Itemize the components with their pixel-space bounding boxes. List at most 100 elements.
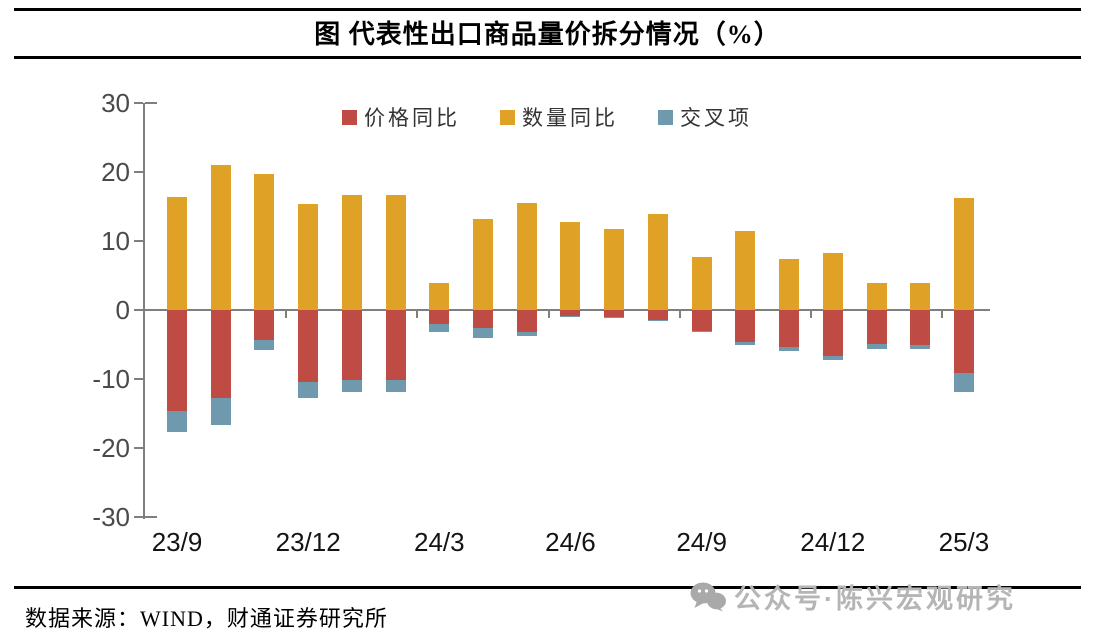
bar-segment-price <box>341 310 362 381</box>
x-tick-label: 24/12 <box>800 527 866 557</box>
bar-segment-cross <box>822 355 843 361</box>
x-tick-label: 25/3 <box>938 527 990 557</box>
bar-segment-price <box>167 310 187 411</box>
y-tick-label: 10 <box>101 226 130 256</box>
x-tick <box>547 310 550 318</box>
bar-segment-cross <box>210 398 231 425</box>
bar-segment-quantity <box>691 256 712 310</box>
bar-segment-quantity <box>735 230 756 310</box>
bar-segment-price <box>298 310 319 382</box>
bar-segment-quantity <box>473 218 494 310</box>
bar-segment-cross <box>560 316 581 317</box>
y-tick <box>134 240 143 242</box>
bar-segment-price <box>779 310 800 347</box>
bar-segment-price <box>254 310 275 341</box>
bar-segment-price <box>735 310 756 342</box>
chart-legend: 价格同比 数量同比 交叉项 <box>342 102 752 132</box>
y-axis-cap <box>145 102 157 104</box>
legend-label-price: 价格同比 <box>364 106 460 130</box>
bar-segment-quantity <box>298 203 319 310</box>
bar-segment-price <box>691 310 712 331</box>
bar-segment-quantity <box>167 196 187 310</box>
bar-segment-quantity <box>429 283 450 310</box>
legend-item-cross: 交叉项 <box>658 102 752 132</box>
bar-segment-cross <box>866 343 887 350</box>
bar-segment-price <box>385 310 406 381</box>
bar-segment-quantity <box>341 194 362 310</box>
bar-segment-quantity <box>210 165 231 310</box>
bar-segment-cross <box>735 341 756 346</box>
legend-swatch-price <box>342 109 357 125</box>
bar-segment-cross <box>298 381 319 398</box>
bar-segment-quantity <box>822 252 843 310</box>
bar-segment-price <box>210 310 231 399</box>
y-axis-line <box>143 103 145 519</box>
x-tick <box>809 310 812 318</box>
bar-segment-quantity <box>604 229 625 310</box>
bar-segment-cross <box>953 373 974 393</box>
bar-segment-quantity <box>953 198 974 310</box>
bar-segment-price <box>429 310 450 325</box>
bar-segment-cross <box>167 410 187 433</box>
bar-segment-cross <box>647 320 668 322</box>
wechat-icon <box>690 582 726 612</box>
bar-segment-price <box>516 310 537 333</box>
y-tick-label: 0 <box>115 295 130 325</box>
y-tick-label: -10 <box>92 364 130 394</box>
legend-swatch-cross <box>658 109 673 125</box>
bar-segment-price <box>473 310 494 328</box>
bar-segment-price <box>604 310 625 317</box>
y-tick-label: -30 <box>92 502 130 532</box>
y-tick <box>134 171 143 173</box>
watermark: 公众号·陈兴宏观研究 <box>690 577 1016 616</box>
bar-segment-cross <box>429 324 450 333</box>
bar-segment-price <box>822 310 843 356</box>
bar-segment-quantity <box>254 174 275 310</box>
title-bottom-rule <box>14 56 1081 59</box>
x-tick <box>678 310 681 318</box>
bar-segment-price <box>910 310 931 345</box>
y-tick <box>134 102 143 104</box>
bar-segment-cross <box>779 346 800 351</box>
bar-segment-cross <box>516 332 537 337</box>
y-tick-label: 20 <box>101 157 130 187</box>
bar-segment-cross <box>691 330 712 333</box>
top-rule <box>14 8 1081 11</box>
x-tick-label: 24/6 <box>545 527 596 557</box>
bar-segment-quantity <box>647 214 668 310</box>
x-tick-label: 23/9 <box>151 527 203 557</box>
bar-segment-cross <box>604 316 625 318</box>
bar-segment-cross <box>341 380 362 393</box>
bar-segment-cross <box>254 340 275 351</box>
x-tick <box>416 310 419 318</box>
bar-segment-quantity <box>910 283 931 310</box>
y-axis-cap <box>145 516 157 518</box>
footer-rule <box>14 586 1081 589</box>
y-tick <box>134 516 143 518</box>
y-tick-label: 30 <box>101 88 130 118</box>
bar-segment-cross <box>473 327 494 338</box>
legend-label-cross: 交叉项 <box>680 106 752 130</box>
y-tick <box>134 309 143 311</box>
bar-segment-quantity <box>866 283 887 310</box>
x-tick-label: 23/12 <box>275 527 341 557</box>
legend-label-quantity: 数量同比 <box>522 106 618 130</box>
legend-item-quantity: 数量同比 <box>500 102 618 132</box>
x-tick-label: 24/3 <box>414 527 465 557</box>
x-tick <box>285 310 288 318</box>
bar-segment-price <box>953 310 974 374</box>
bar-segment-quantity <box>560 221 581 310</box>
bar-segment-quantity <box>385 194 406 310</box>
watermark-text: 公众号·陈兴宏观研究 <box>734 584 1016 614</box>
bar-segment-quantity <box>779 258 800 310</box>
bar-segment-quantity <box>516 203 537 310</box>
bar-segment-price <box>866 310 887 344</box>
chart-title: 图 代表性出口商品量价拆分情况（%） <box>314 20 781 49</box>
legend-item-price: 价格同比 <box>342 102 460 132</box>
data-source-note: 数据来源：WIND，财通证券研究所 <box>25 606 388 630</box>
bar-segment-cross <box>385 380 406 393</box>
y-tick <box>134 447 143 449</box>
y-tick <box>134 378 143 380</box>
bar-segment-price <box>647 310 668 321</box>
